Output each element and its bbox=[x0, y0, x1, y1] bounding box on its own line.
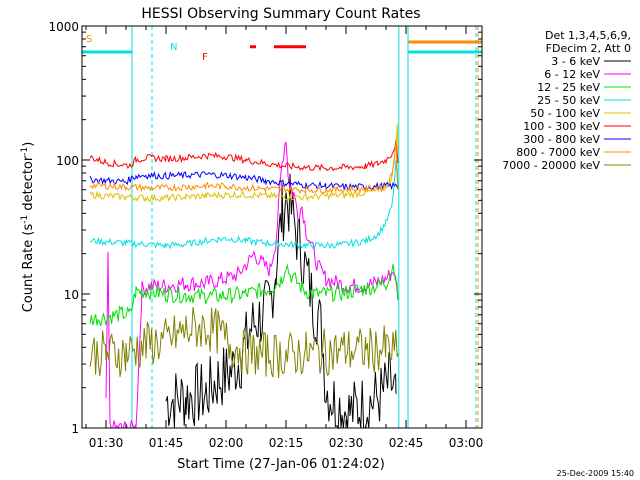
series-line-8 bbox=[89, 307, 399, 379]
series-line-0 bbox=[165, 173, 397, 430]
flag-label-F: F bbox=[202, 52, 208, 63]
x-axis-label: Start Time (27-Jan-06 01:24:02) bbox=[177, 457, 385, 472]
flag-label-N: N bbox=[170, 42, 177, 53]
flag-labels: S N F bbox=[86, 34, 208, 63]
flag-bars bbox=[82, 40, 482, 54]
chart-title: HESSI Observing Summary Count Rates bbox=[141, 6, 420, 22]
legend-header-line2: FDecim 2, Att 0 bbox=[546, 42, 631, 55]
legend: Det 1,3,4,5,6,9, FDecim 2, Att 0 3 - 6 k… bbox=[502, 29, 631, 172]
flag-label-S: S bbox=[86, 34, 92, 45]
x-tick-label-4: 02:30 bbox=[329, 436, 364, 450]
legend-label-5: 100 - 300 keV bbox=[523, 120, 600, 133]
plot-frame bbox=[81, 25, 483, 429]
y-tick-label-2: 100 bbox=[56, 154, 79, 168]
y-tick-label-1: 10 bbox=[64, 288, 79, 302]
legend-label-8: 7000 - 20000 keV bbox=[502, 159, 600, 172]
legend-label-0: 3 - 6 keV bbox=[551, 55, 600, 68]
series-line-4 bbox=[89, 123, 399, 203]
footer-date: 25-Dec-2009 15:40 bbox=[557, 469, 634, 478]
legend-label-7: 800 - 7000 keV bbox=[516, 146, 600, 159]
legend-label-2: 12 - 25 keV bbox=[537, 81, 600, 94]
legend-label-1: 6 - 12 keV bbox=[544, 68, 600, 81]
legend-label-6: 300 - 800 keV bbox=[523, 133, 600, 146]
legend-label-4: 50 - 100 keV bbox=[530, 107, 600, 120]
x-tick-label-5: 02:45 bbox=[389, 436, 424, 450]
legend-label-3: 25 - 50 keV bbox=[537, 94, 600, 107]
series-line-3 bbox=[89, 159, 399, 250]
series-line-6 bbox=[89, 170, 399, 192]
x-tick-label-3: 02:15 bbox=[269, 436, 304, 450]
y-tick-label-0: 1 bbox=[71, 422, 79, 436]
x-tick-label-1: 01:45 bbox=[149, 436, 184, 450]
x-tick-label-0: 01:30 bbox=[89, 436, 124, 450]
state-vertical-lines bbox=[81, 26, 479, 428]
series-line-2 bbox=[89, 263, 399, 327]
legend-header-line1: Det 1,3,4,5,6,9, bbox=[545, 29, 631, 42]
x-axis-ticks: 01:30 01:45 02:00 02:15 02:30 02:45 03:00 bbox=[85, 26, 484, 450]
x-tick-label-2: 02:00 bbox=[209, 436, 244, 450]
series-group bbox=[89, 123, 399, 430]
y-axis-label: Count Rate (s-1 detector-1) bbox=[20, 142, 36, 313]
x-tick-label-6: 03:00 bbox=[449, 436, 484, 450]
y-tick-label-3: 1000 bbox=[48, 20, 79, 34]
series-line-5 bbox=[89, 139, 399, 172]
y-axis-ticks: 1 10 100 1000 bbox=[48, 20, 482, 436]
series-line-1 bbox=[105, 141, 399, 430]
series-line-7 bbox=[89, 139, 399, 195]
